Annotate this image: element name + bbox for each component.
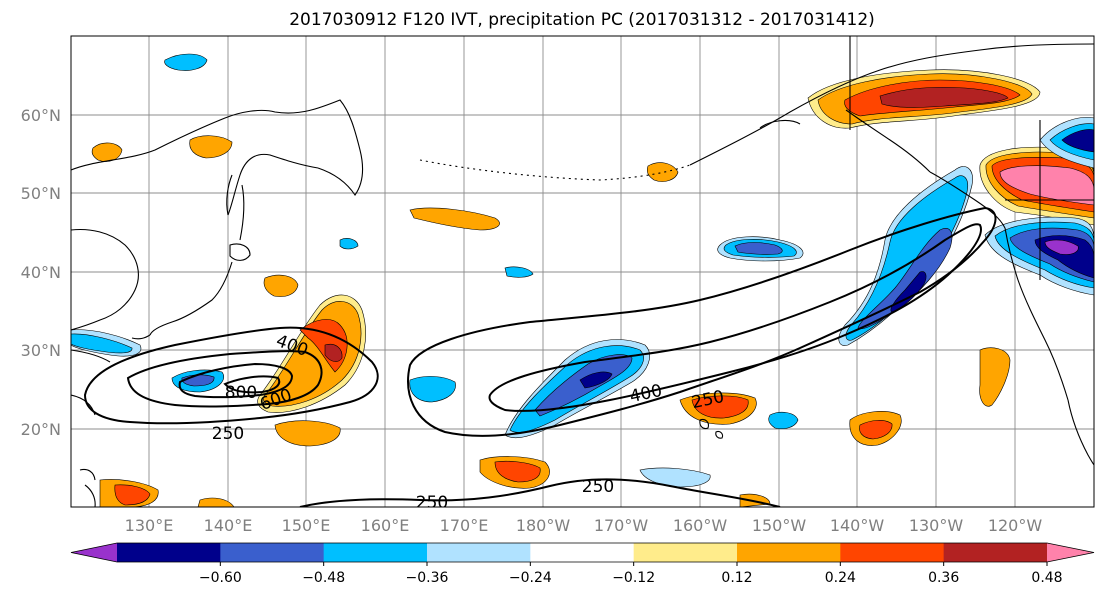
colorbar-segment [117,543,221,562]
colorbar-segment [737,543,841,562]
colorbar-tick-label: 0.24 [825,570,856,586]
lat-label-50n: 50°N [21,184,61,203]
map-frame [70,35,1095,508]
lon-label-140e: 140°E [204,516,253,535]
lon-label-150w: 150°W [752,516,807,535]
colorbar-tick-label: −0.12 [612,570,655,586]
colorbar-segment [220,543,325,562]
colorbar-tick-label: 0.12 [721,570,752,586]
colorbar-extend-min [71,543,117,562]
colorbar-segment [840,543,945,562]
colorbar-tick-label: −0.60 [199,570,242,586]
lat-label-30n: 30°N [21,341,61,360]
colorbar-segment [427,543,531,562]
colorbar-tick-label: −0.36 [406,570,449,586]
map-title: 2017030912 F120 IVT, precipitation PC (2… [289,10,875,30]
colorbar-tick-label: −0.48 [302,570,345,586]
lon-label-130w: 130°W [909,516,964,535]
lon-label-120w: 120°W [988,516,1043,535]
lon-label-160e: 160°E [361,516,410,535]
lon-label-170e: 170°E [440,516,489,535]
lat-label-20n: 20°N [21,420,61,439]
colorbar-tick-label: 0.36 [928,570,959,586]
precip-area-scattered-positive [409,207,500,231]
colorbar-segment [943,543,1048,562]
ivt-contours [83,206,997,507]
colorbar-tick-label: −0.24 [509,570,552,586]
lat-label-40n: 40°N [21,263,61,282]
longitude-labels: 130°E 140°E 150°E 160°E 170°E 180°W 170°… [125,516,1043,535]
contour-label-250-south-west: 250 [416,493,448,513]
contour-label-250-south-central: 250 [582,477,614,497]
colorbar-segment [633,543,738,562]
contour-label-800: 800 [225,383,257,403]
colorbar-tick-label: 0.48 [1031,570,1062,586]
lon-label-180w: 180°W [516,516,571,535]
lon-label-140w: 140°W [830,516,885,535]
contour-label-250-west: 250 [212,424,244,444]
map-area: 400 800 600 250 400 250 250 250 [71,36,1094,513]
colorbar-outline [70,542,1095,563]
colorbar-segment [323,543,428,562]
lon-label-160w: 160°W [673,516,728,535]
precipitation-shading [71,53,1094,507]
lat-label-60n: 60°N [21,106,61,125]
coastlines [71,36,1094,507]
lon-label-150e: 150°E [282,516,331,535]
colorbar-extend-max [1047,543,1094,562]
colorbar-segment [530,543,635,562]
latitude-labels: 60°N 50°N 40°N 30°N 20°N [21,106,61,439]
lon-label-130e: 130°E [125,516,174,535]
colorbar: −0.60 −0.48 −0.36 −0.24 −0.12 0.12 0.24 0.36 0.4… [70,542,1095,586]
lon-label-170w: 170°W [594,516,649,535]
